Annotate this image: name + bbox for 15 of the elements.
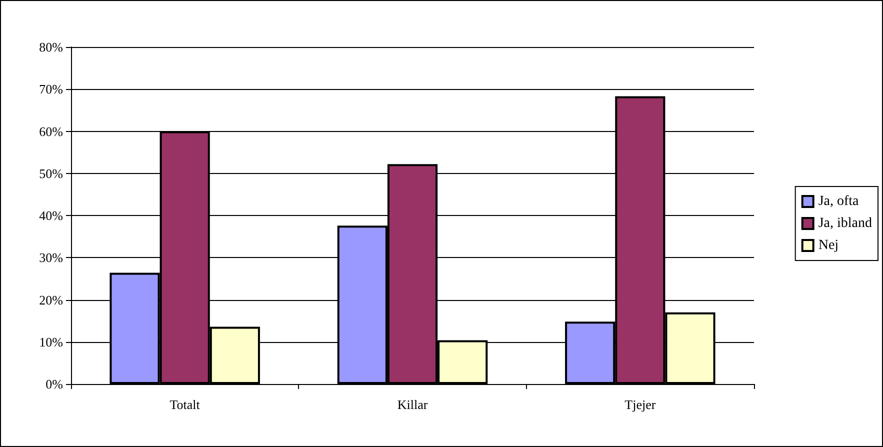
legend-label: Nej [818, 238, 839, 253]
y-tick-label: 70% [39, 82, 64, 97]
y-tick-label: 40% [39, 208, 64, 223]
legend-label: Ja, ibland [818, 216, 872, 231]
x-tick-label: Totalt [170, 397, 200, 412]
legend-label: Ja, ofta [818, 194, 860, 209]
y-tick-label: 30% [39, 250, 64, 266]
y-tick-label: 80% [39, 40, 64, 54]
y-tick-label: 60% [39, 124, 64, 139]
y-tick-label: 20% [39, 292, 64, 308]
x-tick-label: Tjejer [624, 397, 656, 412]
y-tick-label: 50% [39, 166, 64, 181]
y-tick-label: 10% [39, 334, 64, 350]
y-tick-label: 0% [46, 376, 64, 392]
x-tick-label: Killar [397, 397, 428, 412]
